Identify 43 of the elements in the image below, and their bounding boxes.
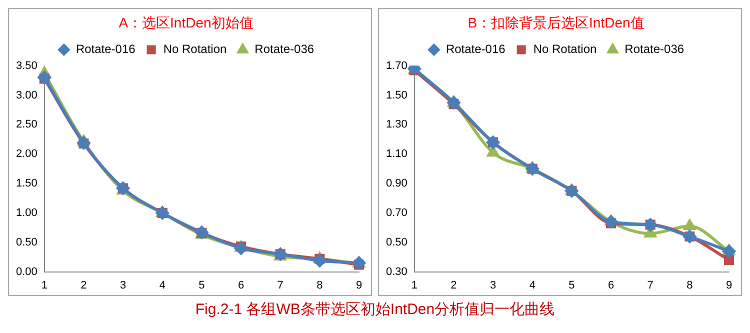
chart-title: B：扣除背景后选区IntDen值: [468, 14, 644, 30]
y-tick-label: 1.50: [16, 178, 38, 190]
x-tick-label: 5: [568, 279, 575, 292]
x-tick-label: 5: [198, 279, 205, 292]
x-tick-label: 2: [450, 279, 457, 292]
y-tick-label: 0.30: [386, 266, 408, 278]
x-tick-label: 4: [159, 279, 166, 292]
y-tick-label: 0.90: [386, 178, 408, 190]
y-tick-label: 1.00: [16, 206, 38, 219]
y-tick-label: 0.70: [386, 206, 408, 219]
x-tick-label: 7: [277, 279, 284, 292]
chart-title: A：选区IntDen初始值: [118, 14, 254, 30]
y-tick-label: 3.00: [16, 89, 38, 102]
y-tick-label: 0.00: [16, 266, 38, 278]
legend-label: Rotate-016: [446, 42, 506, 56]
y-tick-label: 2.00: [16, 148, 38, 160]
x-tick-label: 3: [120, 279, 126, 292]
x-tick-label: 1: [41, 279, 48, 292]
x-tick-label: 9: [356, 279, 362, 292]
x-tick-label: 8: [686, 279, 693, 292]
x-tick-label: 9: [726, 279, 732, 292]
y-tick-label: 1.30: [386, 118, 408, 131]
x-tick-label: 6: [608, 279, 614, 292]
caption: Fig.2-1 各组WB条带选区初始IntDen分析值归一化曲线: [194, 300, 556, 319]
y-tick-label: 0.50: [16, 236, 38, 248]
legend-label: Rotate-036: [254, 42, 314, 56]
x-tick-label: 3: [490, 279, 496, 292]
legend-label: Rotate-036: [624, 42, 684, 56]
y-tick-label: 1.50: [386, 89, 408, 102]
legend-label: No Rotation: [163, 42, 227, 56]
x-tick-label: 8: [316, 279, 323, 292]
y-tick-label: 0.50: [386, 236, 408, 248]
x-tick-label: 1: [411, 279, 418, 292]
x-tick-label: 7: [647, 279, 654, 292]
legend-label: Rotate-016: [76, 42, 136, 56]
x-tick-label: 2: [80, 279, 87, 292]
y-tick-label: 2.50: [16, 118, 38, 131]
y-tick-label: 3.50: [16, 60, 38, 72]
x-tick-label: 6: [238, 279, 244, 292]
x-tick-label: 4: [529, 279, 536, 292]
y-tick-label: 1.10: [386, 148, 408, 160]
legend-label: No Rotation: [533, 42, 597, 56]
y-tick-label: 1.70: [386, 60, 408, 72]
